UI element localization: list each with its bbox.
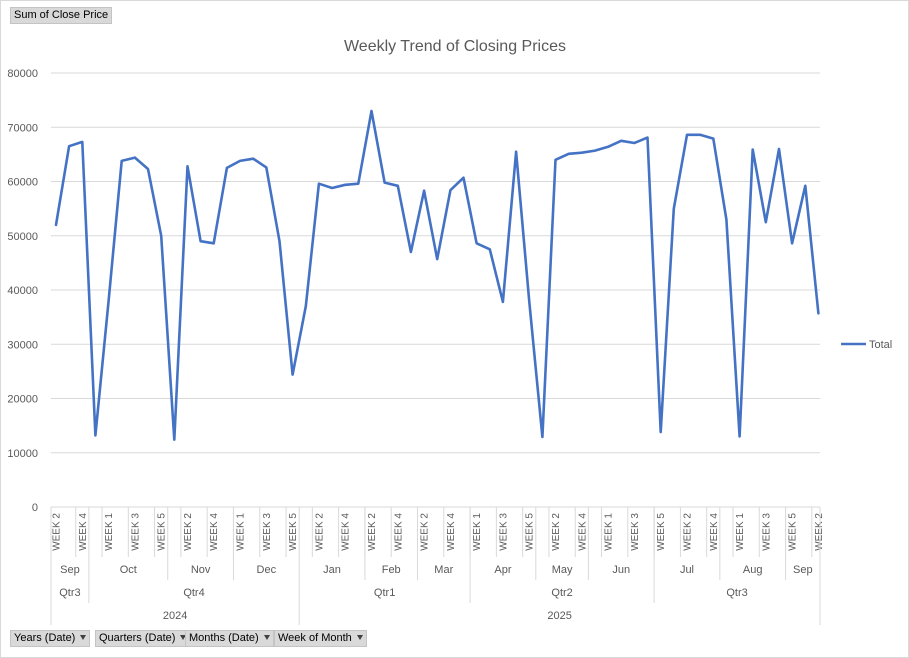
axis-field-button[interactable]: Quarters (Date) — [95, 630, 191, 647]
y-tick-label: 80000 — [7, 68, 38, 80]
axis-field-button[interactable]: Week of Month — [274, 630, 367, 647]
x-tick-label-week: WEEK 1 — [735, 513, 746, 551]
x-tick-label-week: WEEK 1 — [236, 513, 247, 551]
x-tick-label-week: WEEK 3 — [630, 513, 641, 551]
x-tick-label-week: WEEK 4 — [209, 513, 220, 551]
axis-field-label: Quarters (Date) — [99, 632, 176, 644]
y-tick-label: 30000 — [7, 339, 38, 351]
y-tick-label: 10000 — [7, 448, 38, 460]
axis-field-label: Years (Date) — [14, 632, 76, 644]
y-tick-label: 40000 — [7, 285, 38, 297]
y-tick-label: 0 — [32, 502, 38, 514]
x-tick-label-month: Jan — [323, 564, 341, 576]
x-tick-label-month: Nov — [191, 564, 211, 576]
x-tick-label-week: WEEK 4 — [577, 513, 588, 551]
value-field-label: Sum of Close Price — [14, 9, 109, 21]
series-line-total — [54, 109, 820, 442]
x-tick-label-week: WEEK 2 — [367, 513, 378, 551]
x-tick-label-month: Oct — [120, 564, 137, 576]
x-tick-label-month: Feb — [382, 564, 401, 576]
x-tick-label-week: WEEK 4 — [78, 513, 89, 551]
x-tick-label-week: WEEK 5 — [788, 513, 799, 551]
x-tick-label-week: WEEK 2 — [551, 513, 562, 551]
x-tick-label-month: Sep — [793, 564, 813, 576]
x-tick-label-week: WEEK 4 — [709, 513, 720, 551]
axis-field-button[interactable]: Years (Date) — [10, 630, 91, 647]
x-tick-label-month: Sep — [60, 564, 80, 576]
x-tick-label-week: WEEK 5 — [525, 513, 536, 551]
x-tick-label-month: Dec — [257, 564, 277, 576]
x-tick-label-month: Mar — [434, 564, 453, 576]
x-tick-label-week: WEEK 2 — [682, 513, 693, 551]
x-tick-label-week: WEEK 3 — [498, 513, 509, 551]
x-tick-label-month: May — [552, 564, 573, 576]
y-tick-label: 70000 — [7, 122, 38, 134]
x-tick-label-week: WEEK 3 — [262, 513, 273, 551]
x-tick-label-month: Aug — [743, 564, 763, 576]
dropdown-arrow-icon[interactable] — [356, 635, 363, 640]
chart-title: Weekly Trend of Closing Prices — [344, 38, 566, 55]
x-tick-label-week: WEEK 5 — [656, 513, 667, 551]
x-tick-label-week: WEEK 3 — [761, 513, 772, 551]
x-tick-label-week: WEEK 1 — [104, 513, 115, 551]
x-tick-label-week: WEEK 2 — [420, 513, 431, 551]
x-tick-label-year: 2025 — [547, 610, 571, 622]
dropdown-arrow-icon[interactable] — [180, 635, 187, 640]
dropdown-arrow-icon[interactable] — [80, 635, 87, 640]
x-tick-label-week: WEEK 4 — [446, 513, 457, 551]
y-tick-label: 50000 — [7, 231, 38, 243]
x-tick-label-week: WEEK 2 — [814, 513, 825, 551]
x-tick-label-week: WEEK 5 — [157, 513, 168, 551]
x-tick-label-quarter: Qtr1 — [374, 587, 395, 599]
x-tick-label-week: WEEK 1 — [472, 513, 483, 551]
dropdown-arrow-icon[interactable] — [263, 635, 270, 640]
x-tick-label-week: WEEK 1 — [604, 513, 615, 551]
y-tick-label: 60000 — [7, 177, 38, 189]
axis-field-label: Week of Month — [278, 632, 352, 644]
legend-label: Total — [869, 339, 892, 351]
x-tick-label-week: WEEK 5 — [288, 513, 299, 551]
x-tick-label-week: WEEK 3 — [130, 513, 141, 551]
x-tick-label-month: Jun — [612, 564, 630, 576]
x-tick-label-week: WEEK 4 — [393, 513, 404, 551]
axis-field-button[interactable]: Months (Date) — [185, 630, 274, 647]
axis-field-label: Months (Date) — [189, 632, 259, 644]
x-tick-label-quarter: Qtr4 — [183, 587, 204, 599]
x-tick-label-year: 2024 — [163, 610, 187, 622]
x-tick-label-quarter: Qtr3 — [726, 587, 747, 599]
x-tick-label-month: Apr — [494, 564, 511, 576]
x-tick-label-quarter: Qtr2 — [551, 587, 572, 599]
x-tick-label-week: WEEK 2 — [314, 513, 325, 551]
x-tick-label-week: WEEK 4 — [341, 513, 352, 551]
y-tick-label: 20000 — [7, 394, 38, 406]
x-tick-label-quarter: Qtr3 — [59, 587, 80, 599]
x-tick-label-week: WEEK 2 — [52, 513, 63, 551]
x-tick-label-week: WEEK 2 — [183, 513, 194, 551]
value-field-button[interactable]: Sum of Close Price — [10, 7, 113, 24]
x-tick-label-month: Jul — [680, 564, 694, 576]
